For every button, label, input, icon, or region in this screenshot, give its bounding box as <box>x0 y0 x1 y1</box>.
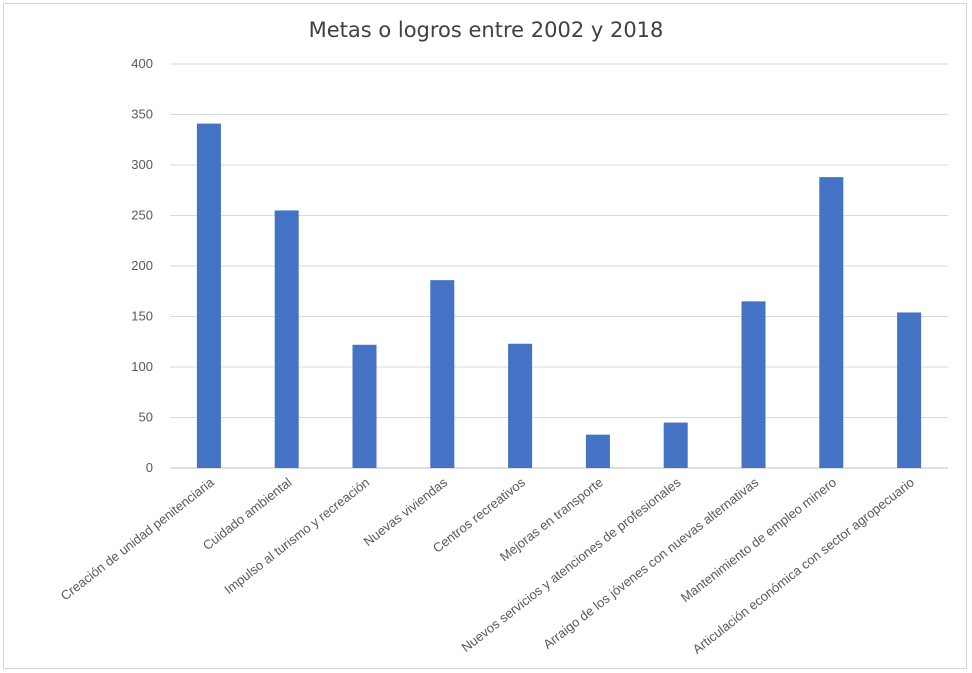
chart-title: Metas o logros entre 2002 y 2018 <box>308 18 664 42</box>
bar <box>430 280 455 468</box>
bar <box>274 210 299 468</box>
bars <box>196 123 922 468</box>
bar <box>819 177 844 468</box>
x-tick-label: Creación de unidad penitenciaria <box>58 474 218 603</box>
y-tick-label: 0 <box>146 460 153 475</box>
x-axis: Creación de unidad penitenciariaCuidado … <box>58 474 917 657</box>
y-tick-label: 150 <box>131 309 153 324</box>
y-tick-label: 200 <box>131 258 153 273</box>
bar <box>741 301 766 468</box>
bar <box>352 344 377 468</box>
x-tick-label: Impulso al turismo y recreación <box>221 475 372 598</box>
y-tick-label: 50 <box>139 410 153 425</box>
y-tick-label: 100 <box>131 359 153 374</box>
y-tick-label: 400 <box>131 56 153 71</box>
y-tick-label: 350 <box>131 107 153 122</box>
y-tick-label: 300 <box>131 157 153 172</box>
y-axis: 0 50 100 150 200 250 300 350 400 <box>131 56 153 475</box>
gridlines <box>170 63 948 469</box>
bar <box>508 343 533 468</box>
bar <box>897 312 922 468</box>
bar <box>196 123 221 468</box>
x-tick-label: Mantenimiento de empleo minero <box>678 475 839 606</box>
bar <box>585 434 610 468</box>
bar <box>663 422 688 468</box>
y-tick-label: 250 <box>131 208 153 223</box>
